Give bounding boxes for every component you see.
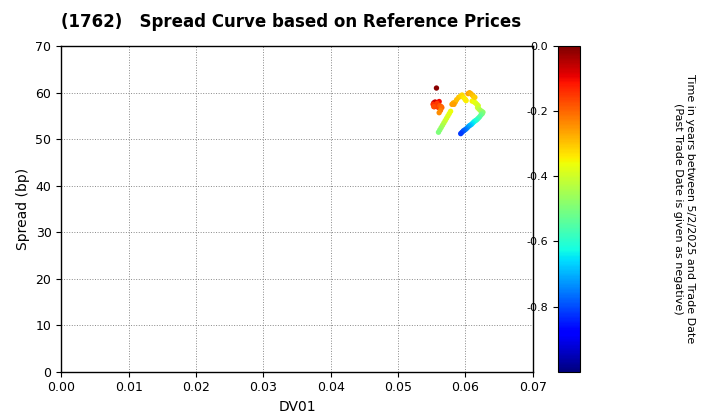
Point (446, 101, 458, 108)
Point (467, 98, 478, 105)
Point (462, 124, 473, 131)
Text: (1762)   Spread Curve based on Reference Prices: (1762) Spread Curve based on Reference P… (61, 13, 521, 31)
Point (455, 92, 467, 99)
Point (451, 96, 462, 103)
Point (471, 101, 482, 108)
Point (428, 100, 439, 106)
Point (477, 110, 488, 117)
Point (431, 102, 443, 109)
Point (467, 92, 478, 98)
Point (431, 100, 443, 107)
Point (434, 102, 446, 109)
Point (434, 126, 446, 133)
Point (469, 118, 480, 125)
Y-axis label: Spread (bp): Spread (bp) (16, 168, 30, 250)
Point (449, 101, 460, 108)
Point (472, 104, 483, 111)
Point (471, 116, 482, 123)
Point (448, 100, 459, 106)
Point (472, 115, 484, 122)
Point (431, 85, 442, 92)
Point (468, 93, 480, 100)
Point (449, 99, 461, 105)
Point (428, 103, 439, 110)
Point (459, 96, 471, 103)
Point (476, 108, 487, 115)
Point (436, 124, 447, 131)
Point (464, 122, 476, 129)
Point (469, 94, 481, 101)
Point (433, 98, 445, 105)
Point (439, 117, 451, 124)
Point (435, 107, 446, 114)
Point (432, 100, 444, 106)
Point (464, 89, 475, 96)
X-axis label: DV01: DV01 (278, 400, 316, 414)
Point (437, 122, 449, 129)
Point (466, 121, 477, 128)
Point (456, 129, 468, 136)
Point (472, 102, 484, 109)
Point (458, 94, 469, 101)
Point (460, 97, 472, 104)
Point (455, 130, 467, 137)
Point (445, 108, 456, 115)
Point (463, 123, 474, 129)
Y-axis label: Time in years between 5/2/2025 and Trade Date
(Past Trade Date is given as negat: Time in years between 5/2/2025 and Trade… (673, 74, 695, 344)
Point (477, 109, 489, 116)
Point (436, 104, 448, 111)
Point (438, 120, 449, 126)
Point (428, 103, 440, 110)
Point (469, 117, 481, 124)
Point (430, 102, 441, 109)
Point (462, 90, 474, 97)
Point (428, 101, 439, 108)
Point (459, 95, 470, 102)
Point (433, 104, 444, 111)
Point (474, 113, 485, 120)
Point (456, 92, 468, 98)
Point (458, 128, 469, 134)
Point (453, 94, 464, 101)
Point (475, 112, 487, 118)
Point (433, 109, 445, 116)
Point (467, 120, 479, 126)
Point (469, 99, 480, 105)
Point (433, 129, 444, 136)
Point (441, 115, 452, 122)
Point (459, 126, 470, 133)
Point (431, 101, 442, 108)
Point (442, 113, 454, 119)
Point (469, 100, 481, 106)
Point (465, 90, 477, 97)
Point (444, 110, 455, 117)
Point (436, 103, 447, 110)
Point (460, 126, 472, 132)
Point (429, 99, 441, 105)
Point (474, 107, 486, 114)
Point (473, 105, 485, 112)
